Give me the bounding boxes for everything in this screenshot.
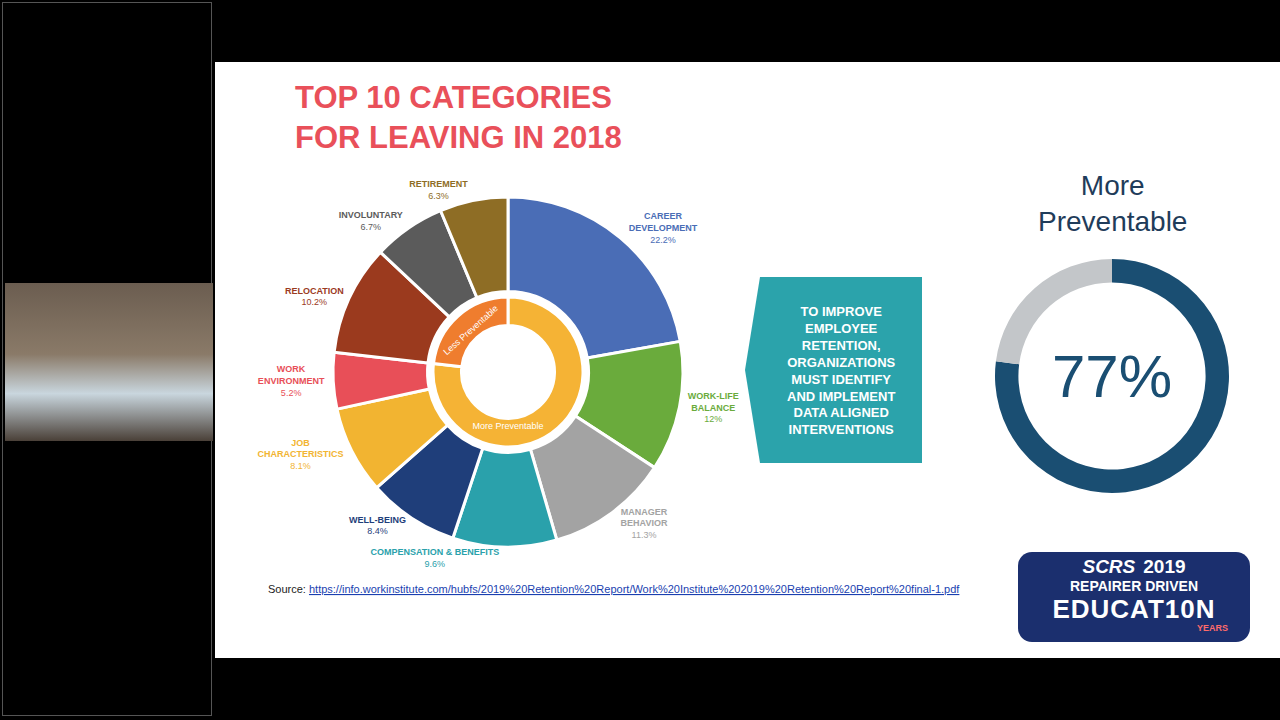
svg-text:TO IMPROVEEMPLOYEERETENTION,OR: TO IMPROVEEMPLOYEERETENTION,ORGANIZATION… bbox=[787, 304, 896, 437]
svg-text:Source: https://info.workinsti: Source: https://info.workinstitute.com/h… bbox=[268, 583, 960, 595]
svg-text:WELL-BEING8.4%: WELL-BEING8.4% bbox=[349, 515, 406, 537]
svg-text:INVOLUNTARY6.7%: INVOLUNTARY6.7% bbox=[339, 210, 403, 232]
svg-text:RETIREMENT6.3%: RETIREMENT6.3% bbox=[409, 179, 468, 201]
svg-text:COMPENSATION & BENEFITS9.6%: COMPENSATION & BENEFITS9.6% bbox=[370, 547, 499, 569]
svg-text:TOP 10 CATEGORIESFOR LEAVING I: TOP 10 CATEGORIESFOR LEAVING IN 2018 bbox=[295, 80, 622, 155]
svg-text:JOBCHARACTERISTICS8.1%: JOBCHARACTERISTICS8.1% bbox=[257, 438, 343, 471]
svg-text:CAREERDEVELOPMENT22.2%: CAREERDEVELOPMENT22.2% bbox=[629, 211, 698, 244]
svg-text:Less Preventable: Less Preventable bbox=[441, 303, 500, 357]
svg-text:MorePreventable: MorePreventable bbox=[1038, 170, 1187, 237]
html-text:YEARS: YEARS bbox=[1197, 623, 1228, 633]
html-text:SCRS 2019: SCRS 2019 bbox=[1082, 556, 1186, 577]
svg-text:77%: 77% bbox=[1052, 343, 1172, 410]
svg-text:MANAGERBEHAVIOR11.3%: MANAGERBEHAVIOR11.3% bbox=[621, 507, 668, 540]
svg-text:RELOCATION10.2%: RELOCATION10.2% bbox=[285, 286, 344, 308]
html-text:EDUCAT10N: EDUCAT10N bbox=[1052, 594, 1216, 624]
svg-text:WORKENVIRONMENT5.2%: WORKENVIRONMENT5.2% bbox=[258, 364, 325, 397]
html-text:REPAIRER DRIVEN: REPAIRER DRIVEN bbox=[1070, 578, 1198, 594]
svg-text:More Preventable: More Preventable bbox=[472, 421, 543, 431]
svg-text:WORK-LIFEBALANCE12%: WORK-LIFEBALANCE12% bbox=[688, 391, 739, 424]
